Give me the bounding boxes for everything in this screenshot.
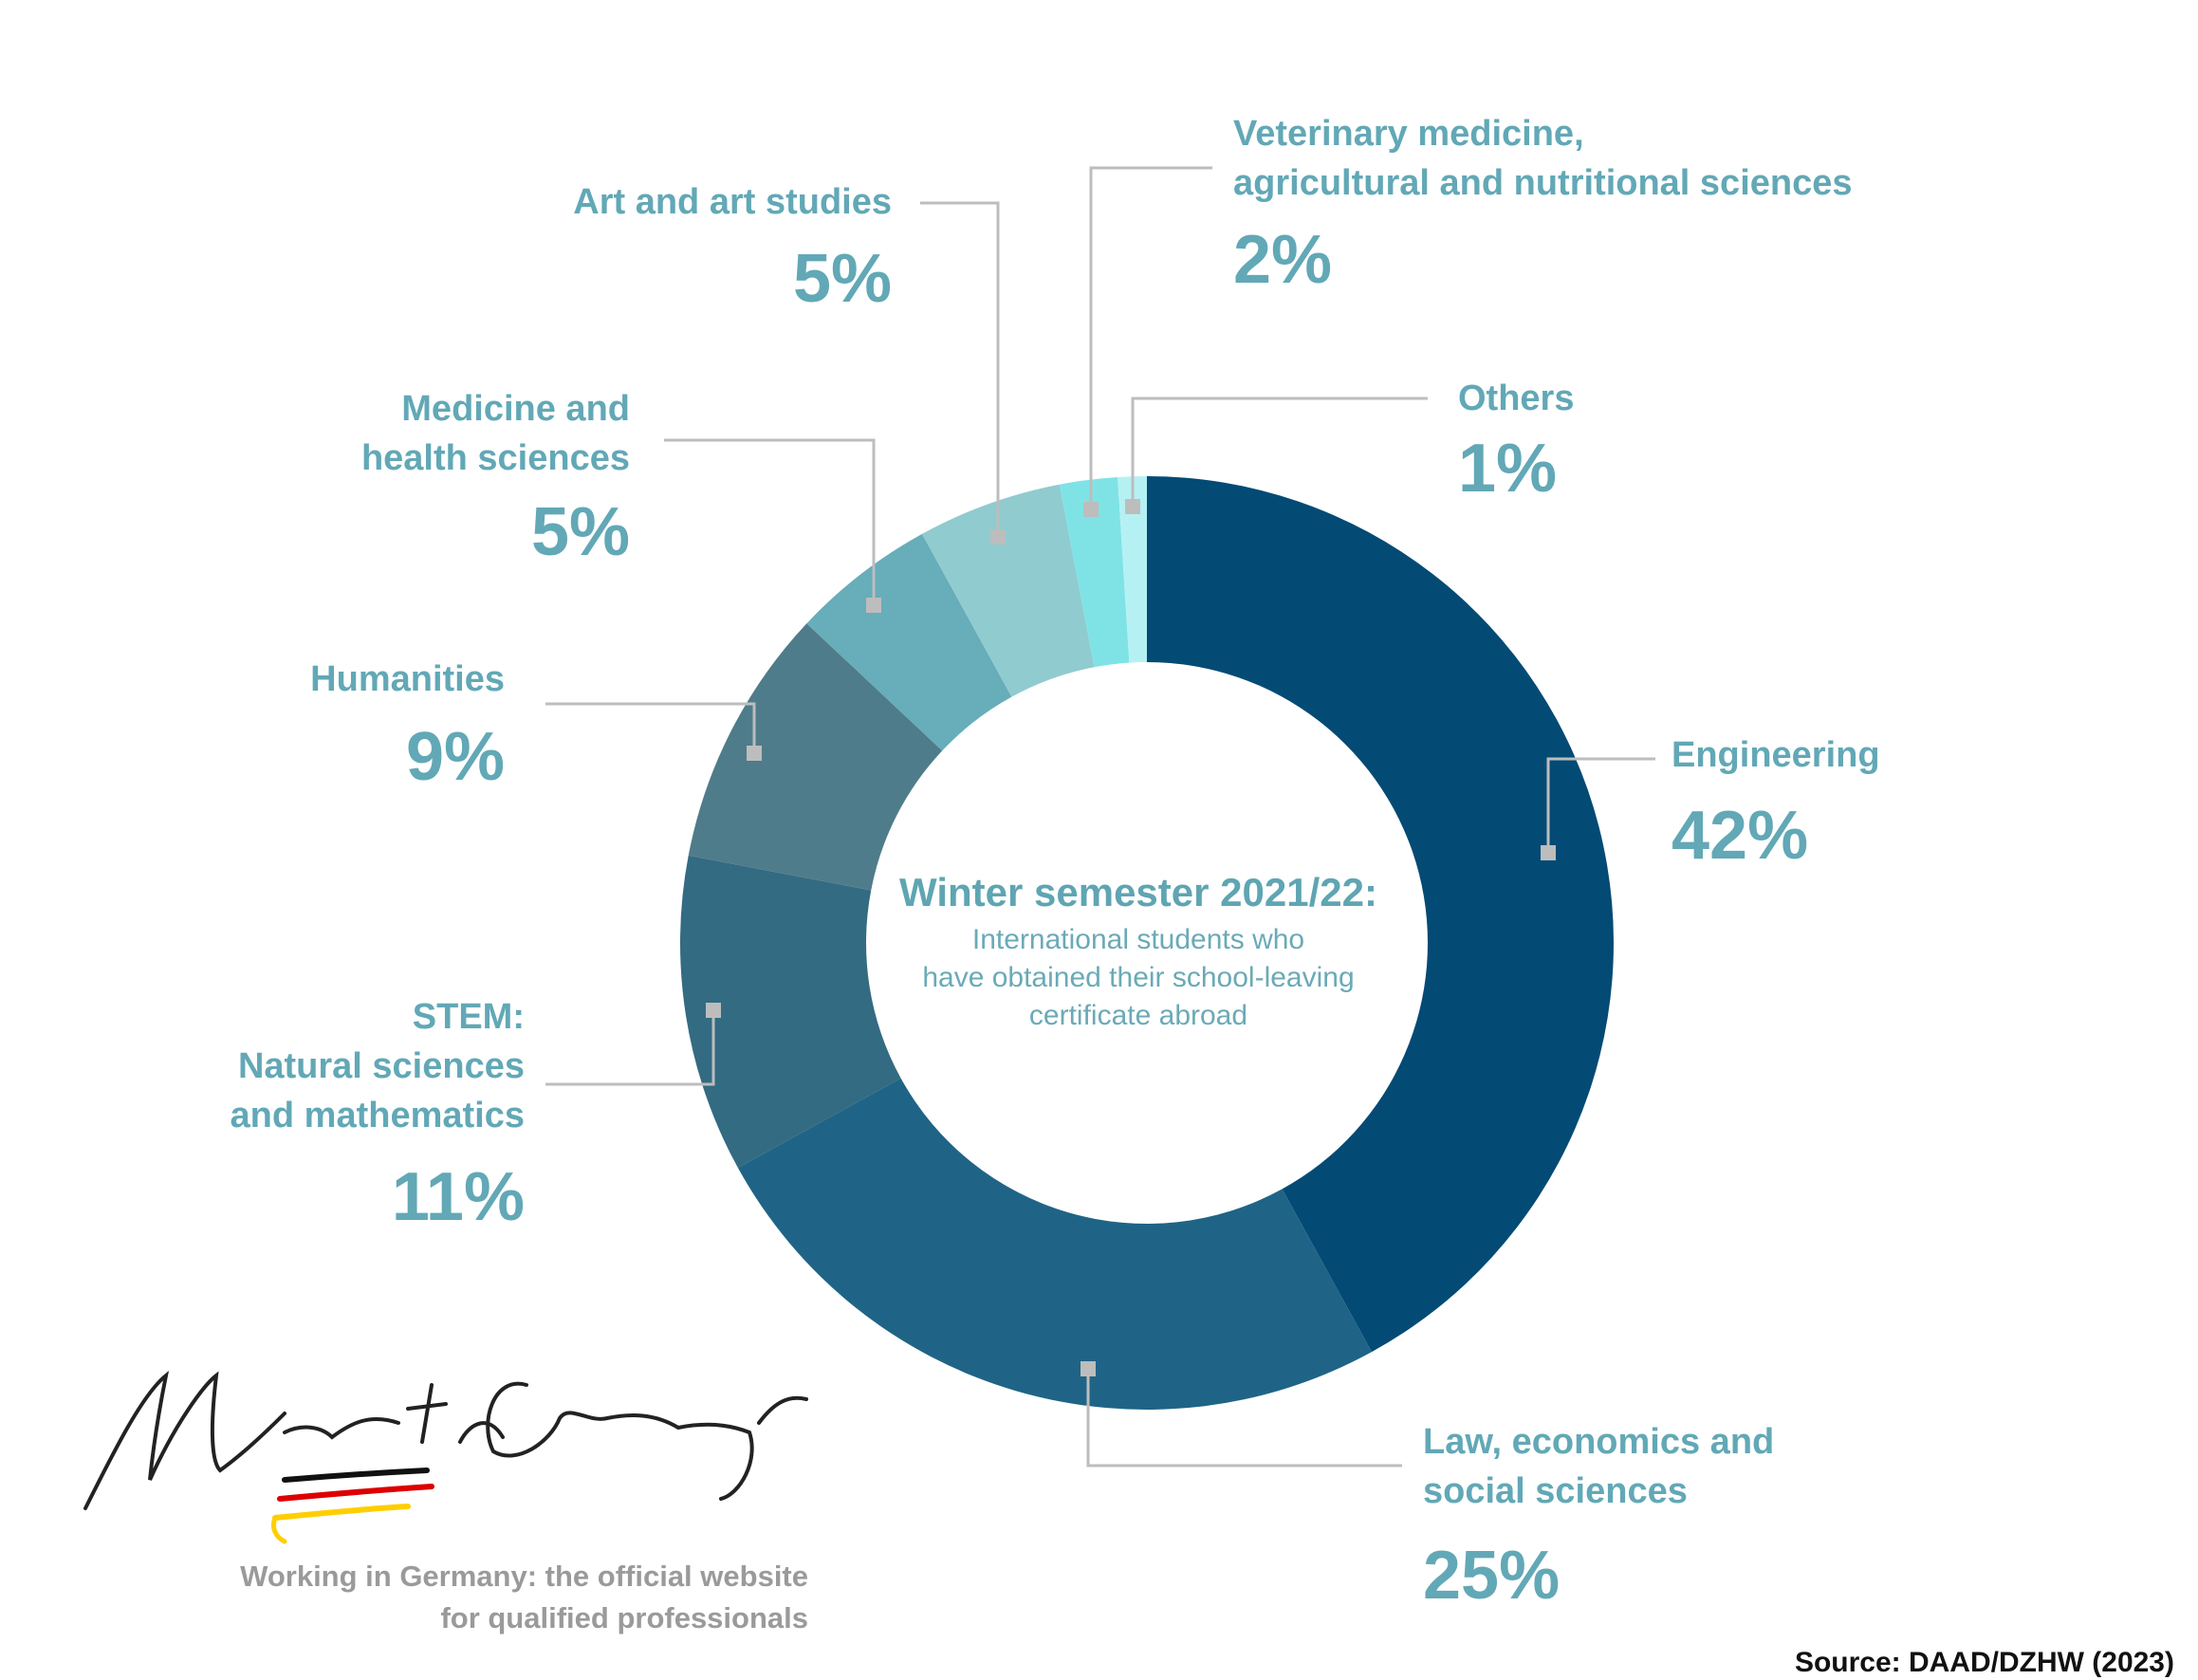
leader-line-stem-natural-sciences-and-mathematics — [545, 1010, 715, 1086]
slice-engineering — [1147, 476, 1614, 1353]
label-stem-natural-sciences-and-mathematics-line-2: Natural sciences — [238, 1046, 525, 1086]
leader-line-art-and-art-studies — [920, 201, 1000, 537]
label-medicine-and-health-sciences-line-2: health sciences — [361, 438, 630, 478]
leader-dot-others — [1125, 499, 1140, 514]
value-label-law-economics-and-social-sciences: 25% — [1423, 1538, 1560, 1614]
leader-lines — [545, 166, 1655, 1468]
value-label-others: 1% — [1458, 431, 1557, 507]
leader-line-engineering — [1546, 757, 1655, 853]
value-label-engineering: 42% — [1672, 798, 1808, 874]
leader-dot-humanities — [747, 746, 762, 761]
center-subtitle-line-3: certificate abroad — [1029, 1000, 1247, 1031]
value-label-stem-natural-sciences-and-mathematics: 11% — [392, 1159, 525, 1235]
label-stem-natural-sciences-and-mathematics-line-1: STEM: — [413, 997, 525, 1037]
label-others-line-1: Others — [1458, 378, 1574, 418]
slice-medicine-and-health-sciences — [806, 533, 1012, 751]
leader-dot-medicine-and-health-sciences — [866, 598, 881, 613]
label-law-economics-and-social-sciences-line-2: social sciences — [1423, 1471, 1688, 1511]
label-engineering-line-1: Engineering — [1672, 735, 1880, 775]
leader-line-humanities — [545, 702, 756, 753]
center-subtitle-line-2: have obtained their school-leaving — [922, 962, 1354, 993]
slice-others — [1117, 476, 1147, 663]
leader-line-law-economics-and-social-sciences — [1086, 1369, 1402, 1468]
brand-tagline-line-2: for qualified professionals — [440, 1601, 808, 1634]
leader-dot-law-economics-and-social-sciences — [1081, 1361, 1096, 1376]
label-law-economics-and-social-sciences-line-1: Law, economics and — [1423, 1422, 1774, 1462]
source-note: Source: DAAD/DZHW (2023) — [1795, 1647, 2174, 1678]
center-subtitle-line-1: International students who — [972, 924, 1304, 955]
leader-line-veterinary-medicine-agricultural-and-nutritional-sciences — [1089, 166, 1212, 509]
label-veterinary-medicine-agricultural-and-nutritional-sciences-line-1: Veterinary medicine, — [1233, 114, 1584, 154]
label-medicine-and-health-sciences-line-1: Medicine and — [401, 389, 630, 429]
value-label-medicine-and-health-sciences: 5% — [531, 494, 630, 570]
leader-dot-art-and-art-studies — [990, 529, 1006, 545]
value-label-veterinary-medicine-agricultural-and-nutritional-sciences: 2% — [1233, 222, 1332, 298]
value-label-humanities: 9% — [406, 719, 505, 795]
slice-art-and-art-studies — [921, 484, 1095, 697]
label-stem-natural-sciences-and-mathematics-line-3: and mathematics — [231, 1096, 525, 1135]
label-humanities-line-1: Humanities — [310, 659, 505, 699]
leader-dot-engineering — [1541, 845, 1556, 860]
leader-dot-veterinary-medicine-agricultural-and-nutritional-sciences — [1083, 502, 1099, 517]
make-it-in-germany-logo — [83, 1371, 808, 1544]
leader-line-others — [1131, 397, 1428, 507]
slice-humanities — [688, 623, 943, 891]
value-label-art-and-art-studies: 5% — [793, 241, 892, 317]
leader-dot-stem-natural-sciences-and-mathematics — [706, 1003, 721, 1018]
leader-line-medicine-and-health-sciences — [664, 438, 876, 605]
donut-slices — [680, 476, 1614, 1411]
center-title: Winter semester 2021/22: — [899, 870, 1377, 914]
category-labels: Engineering 42% Law, economics and social s… — [231, 114, 1880, 1614]
brand-tagline-line-1: Working in Germany: the official website — [240, 1560, 808, 1593]
label-art-and-art-studies-line-1: Art and art studies — [573, 182, 892, 222]
center-caption: Winter semester 2021/22: International s… — [899, 870, 1377, 1031]
brand-block: Working in Germany: the official website… — [83, 1371, 808, 1634]
label-veterinary-medicine-agricultural-and-nutritional-sciences-line-2: agricultural and nutritional sciences — [1233, 163, 1853, 203]
slice-veterinary-medicine-agricultural-and-nutritional-sciences — [1059, 476, 1130, 668]
slice-stem-natural-sciences-and-mathematics — [680, 855, 901, 1169]
slice-law-economics-and-social-sciences — [737, 1078, 1373, 1411]
